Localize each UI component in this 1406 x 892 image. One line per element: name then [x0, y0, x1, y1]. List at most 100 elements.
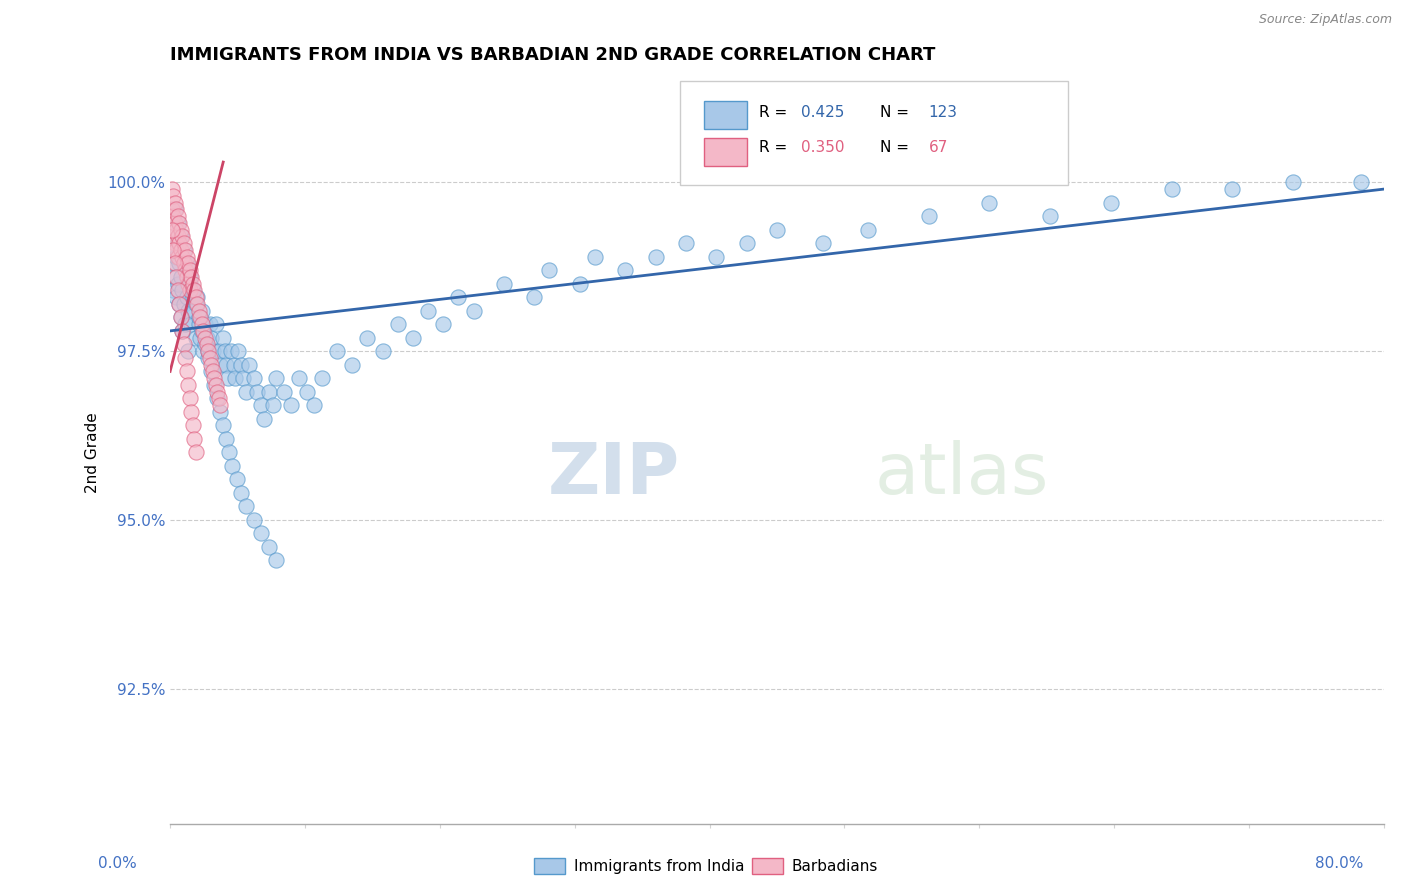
Point: [538, 263, 561, 277]
Point: [163, 236, 186, 251]
Point: [215, 358, 238, 372]
Point: [194, 331, 217, 345]
Point: [326, 344, 349, 359]
Point: [160, 243, 183, 257]
Point: [704, 250, 727, 264]
Point: [463, 303, 485, 318]
Point: [238, 358, 260, 372]
Point: [402, 331, 425, 345]
Point: [176, 290, 198, 304]
Point: [235, 500, 257, 514]
Point: [523, 290, 546, 304]
Point: [174, 243, 197, 257]
Point: [163, 229, 186, 244]
Point: [173, 243, 195, 257]
Point: [208, 392, 231, 406]
Point: [202, 377, 225, 392]
Point: [1350, 175, 1372, 189]
Text: R =: R =: [759, 140, 792, 155]
Point: [181, 290, 204, 304]
Point: [242, 513, 264, 527]
Point: [1160, 182, 1182, 196]
Point: [195, 331, 218, 345]
Point: [280, 398, 302, 412]
Point: [583, 250, 606, 264]
Text: 0.0%: 0.0%: [98, 856, 138, 871]
Point: [209, 398, 232, 412]
Y-axis label: 2nd Grade: 2nd Grade: [86, 412, 100, 492]
Point: [735, 236, 758, 251]
Point: [181, 418, 204, 433]
Point: [181, 284, 204, 298]
Point: [184, 331, 207, 345]
Point: [187, 317, 209, 331]
Point: [568, 277, 591, 291]
Point: [766, 222, 789, 236]
Point: [166, 284, 188, 298]
Point: [183, 432, 205, 446]
Point: [209, 358, 232, 372]
Point: [191, 303, 214, 318]
Text: Immigrants from India: Immigrants from India: [574, 859, 744, 873]
Point: [228, 344, 250, 359]
Point: [176, 250, 198, 264]
Point: [163, 195, 186, 210]
Point: [187, 303, 209, 318]
Point: [174, 256, 197, 270]
Point: [187, 310, 209, 325]
Point: [212, 418, 235, 433]
Point: [1099, 195, 1122, 210]
Point: [162, 256, 184, 270]
Point: [492, 277, 515, 291]
Point: [166, 236, 188, 251]
Point: [172, 284, 194, 298]
Point: [173, 256, 195, 270]
Point: [191, 324, 214, 338]
Point: [416, 303, 439, 318]
Point: [266, 371, 288, 385]
Text: 67: 67: [929, 140, 948, 155]
Point: [165, 243, 187, 257]
Point: [432, 317, 454, 331]
Point: [179, 284, 201, 298]
Point: [257, 540, 280, 554]
Point: [176, 269, 198, 284]
Point: [250, 398, 273, 412]
Point: [165, 202, 187, 217]
Point: [253, 411, 276, 425]
Text: atlas: atlas: [875, 440, 1049, 509]
Point: [173, 297, 195, 311]
Point: [183, 303, 205, 318]
Point: [242, 371, 264, 385]
Point: [174, 351, 197, 365]
Point: [225, 472, 247, 486]
Point: [165, 290, 187, 304]
Point: [614, 263, 637, 277]
Point: [200, 358, 222, 372]
Point: [224, 371, 246, 385]
Point: [180, 405, 202, 419]
Point: [186, 297, 208, 311]
Point: [180, 317, 202, 331]
Point: [197, 344, 219, 359]
Point: [167, 297, 190, 311]
Point: [160, 222, 183, 236]
FancyBboxPatch shape: [704, 138, 747, 167]
Point: [165, 222, 187, 236]
Point: [214, 344, 236, 359]
Point: [190, 310, 212, 325]
Point: [163, 202, 186, 217]
Point: [918, 209, 941, 223]
Point: [202, 371, 225, 385]
Point: [174, 317, 197, 331]
Point: [170, 222, 193, 236]
Point: [205, 392, 228, 406]
Text: R =: R =: [759, 105, 792, 120]
Point: [245, 384, 267, 399]
Point: [173, 337, 195, 351]
Point: [167, 256, 190, 270]
Point: [166, 209, 188, 223]
Point: [288, 371, 311, 385]
Point: [167, 236, 190, 251]
Text: N =: N =: [880, 140, 914, 155]
